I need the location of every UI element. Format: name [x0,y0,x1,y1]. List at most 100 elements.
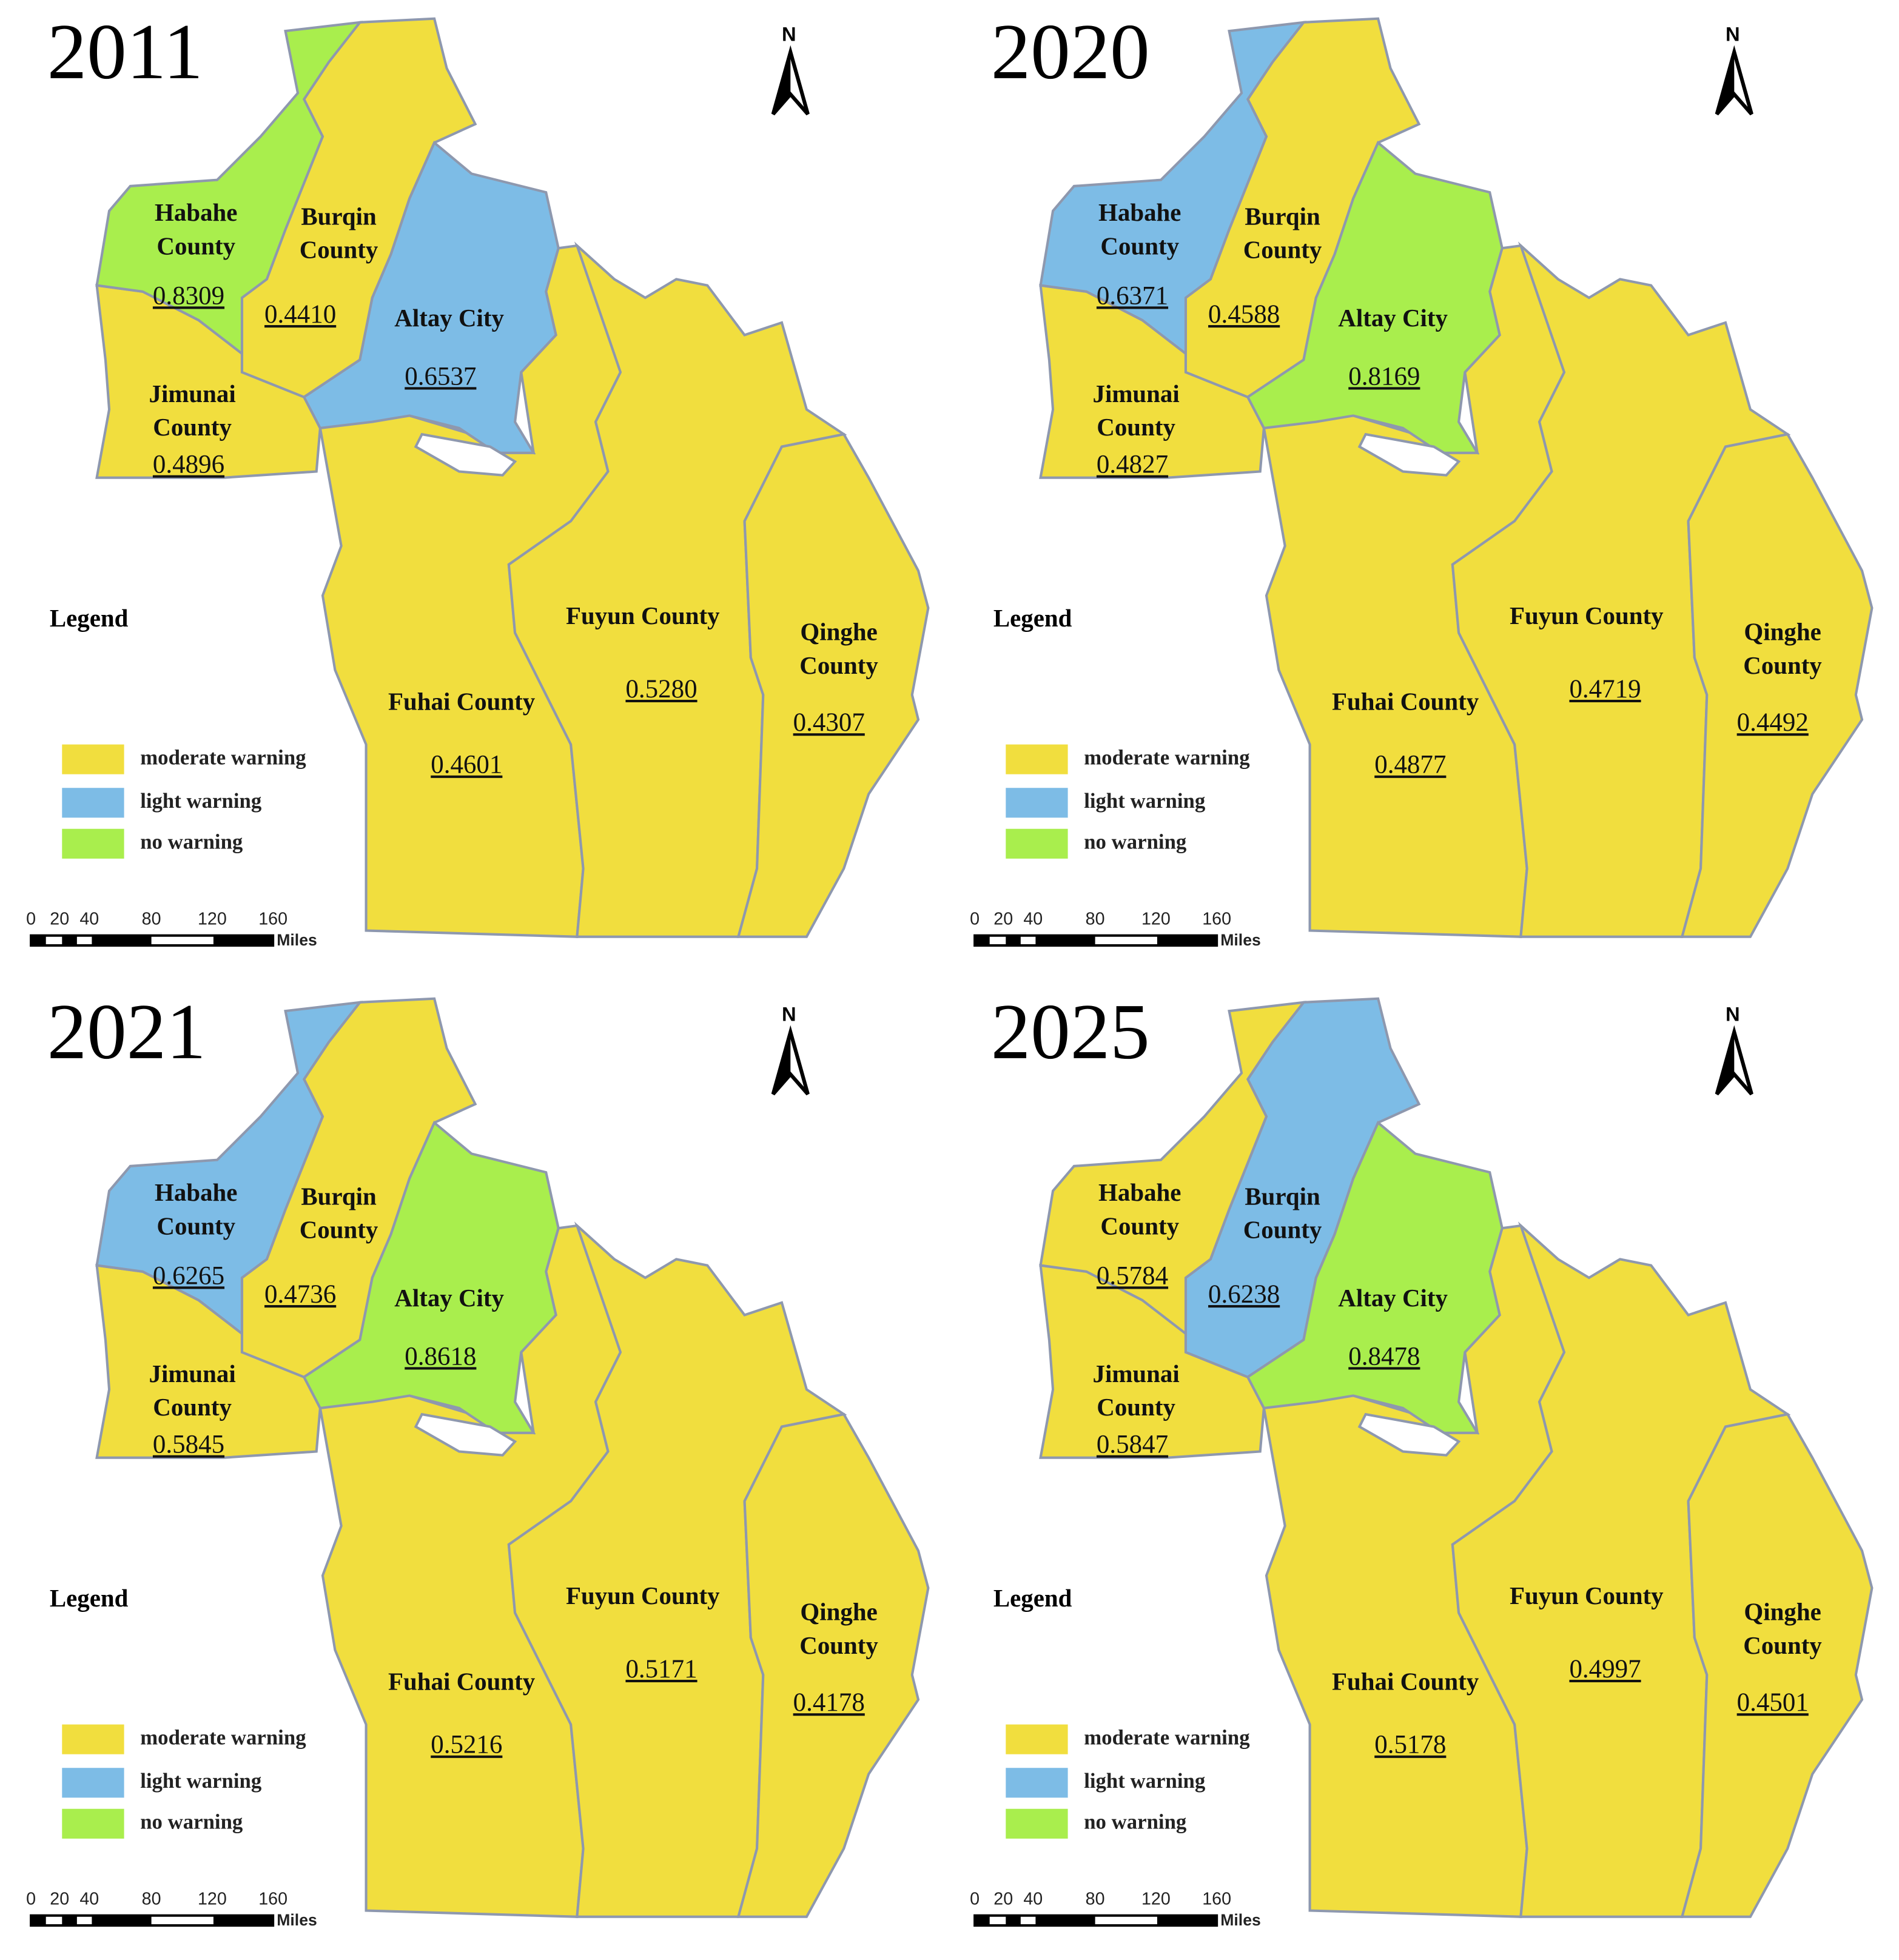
year-label: 2020 [990,7,1150,96]
legend-label: no warning [1084,1810,1187,1834]
region-name: Burqin County [299,1183,378,1244]
scale-tick: 20 [50,908,70,928]
region-habahe-county [1039,1001,1306,1337]
region-value: 0.4307 [793,707,865,737]
scale-unit: Miles [277,930,317,950]
scale-unit: Miles [277,1910,317,1930]
region-name: Burqin County [1243,203,1322,264]
scale-tick: 40 [1023,1888,1043,1908]
region-name: Altay City [1338,1285,1448,1313]
legend-swatch [62,788,124,818]
region-altay-city [302,140,560,454]
legend-title: Legend [993,1585,1072,1613]
region-name: Qinghe County [1743,619,1822,680]
region-value: 0.6265 [152,1260,225,1290]
region-value: 0.8618 [405,1341,477,1371]
region-altay-city [1246,1120,1504,1434]
legend-label: moderate warning [140,745,306,770]
region-value: 0.4896 [152,449,225,479]
scale-tick: 20 [993,908,1013,928]
scale-unit: Miles [1220,930,1261,950]
legend-swatch [1006,1768,1068,1798]
region-name: Qinghe County [799,619,878,680]
region-name: Fuyun County [1510,1583,1664,1611]
region-name: Fuyun County [566,1583,720,1611]
region-name: Fuyun County [566,603,720,631]
scale-tick: 40 [79,1888,99,1908]
year-label: 2021 [47,987,206,1076]
north-label: N [1725,1004,1740,1026]
legend-swatch [62,1768,124,1798]
lake [1357,1412,1461,1457]
region-value: 0.6371 [1096,280,1169,310]
region-name: Fuhai County [388,1668,536,1696]
region-value: 0.4736 [264,1279,337,1309]
legend-label: light warning [140,1769,262,1793]
legend-label: light warning [1084,789,1206,813]
region-value: 0.5216 [431,1729,503,1759]
scale-unit: Miles [1220,1910,1261,1930]
legend-label: moderate warning [1084,1725,1250,1750]
scale-tick: 0 [26,1888,36,1908]
map-panel-2021: 2021 N Habahe County 0.6265 Burqin County 0.4… [0,980,949,1960]
region-value: 0.8169 [1348,361,1420,391]
legend-label: moderate warning [1084,745,1250,770]
region-name: Habahe County [1098,1180,1181,1241]
scale-tick: 160 [1202,1888,1232,1908]
region-value: 0.5280 [625,673,697,704]
region-value: 0.4877 [1374,749,1447,779]
scale-tick: 80 [141,1888,161,1908]
map [973,997,1874,1927]
legend-title: Legend [49,1585,129,1613]
legend-swatch [62,744,124,774]
region-name: Burqin County [299,203,378,264]
scale-tick: 160 [258,1888,288,1908]
north-label: N [781,1004,796,1026]
legend-swatch [1006,828,1068,859]
region-value: 0.4178 [793,1687,865,1717]
region-value: 0.4410 [264,299,337,329]
region-value: 0.8478 [1348,1341,1420,1371]
legend-label: no warning [140,830,243,854]
region-habahe-county [95,1001,363,1337]
region-name: Jimunai County [1092,1361,1180,1422]
scale-tick: 80 [141,908,161,928]
map-panel-2025: 2025 N Habahe County 0.5784 Burqin County 0.6… [944,980,1893,1960]
region-qinghe-county [1680,1412,1874,1918]
map-panel-2011: 2011 N Habahe County 0.8309 Burqin County 0.4… [0,0,949,980]
map [30,17,930,947]
north-label: N [781,24,796,46]
year-label: 2025 [990,987,1150,1076]
legend-label: no warning [140,1810,243,1834]
legend-swatch [1006,1808,1068,1839]
region-habahe-county [95,21,363,357]
legend-swatch [62,1724,124,1754]
region-altay-city [1246,140,1504,454]
region-name: Qinghe County [799,1599,878,1660]
scale-tick: 40 [79,908,99,928]
scale-tick: 0 [26,908,36,928]
scale-tick: 20 [50,1888,70,1908]
legend-label: moderate warning [140,1725,306,1750]
scale-tick: 0 [970,908,980,928]
scale-tick: 120 [197,1888,227,1908]
region-habahe-county [1039,21,1306,357]
lake [1357,432,1461,477]
legend-swatch [1006,788,1068,818]
scale-tick: 80 [1085,908,1105,928]
region-value: 0.5178 [1374,1729,1447,1759]
region-value: 0.8309 [152,280,225,310]
region-name: Altay City [394,305,504,333]
region-altay-city [302,1120,560,1434]
region-name: Fuhai County [1332,1668,1479,1696]
region-value: 0.5784 [1096,1260,1169,1290]
region-name: Qinghe County [1743,1599,1822,1660]
legend-swatch [62,1808,124,1839]
legend-swatch [62,828,124,859]
legend-title: Legend [49,605,129,633]
region-value: 0.4588 [1208,299,1280,329]
region-value: 0.4997 [1569,1653,1641,1684]
legend-label: light warning [1084,1769,1206,1793]
legend-swatch [1006,1724,1068,1754]
scale-tick: 80 [1085,1888,1105,1908]
